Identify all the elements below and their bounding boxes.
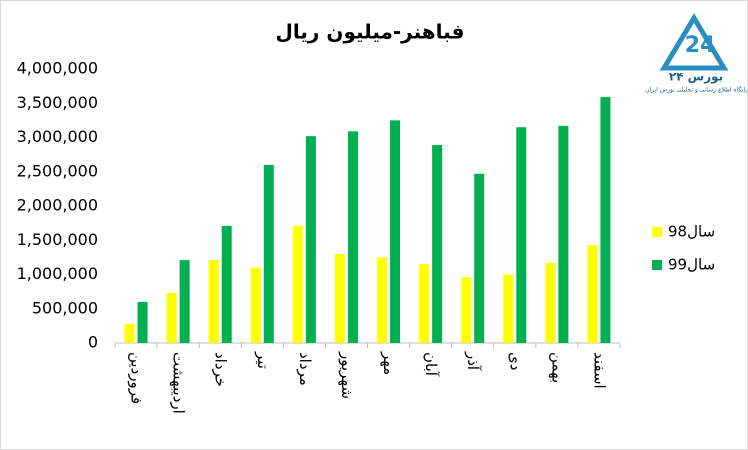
- logo: 24 بورس ۲۴ پایگاه اطلاع رسانی و تحلیلی ب…: [645, 13, 747, 94]
- logo-number: 24: [685, 33, 716, 58]
- y-tick-label: 0: [88, 333, 98, 352]
- legend-label: سال98: [668, 223, 715, 241]
- bar: [600, 97, 611, 344]
- bar: [179, 260, 190, 343]
- y-tick-label: 4,000,000: [17, 59, 98, 78]
- legend-swatch: [652, 227, 662, 237]
- legend-swatch: [652, 260, 662, 270]
- bar: [137, 301, 148, 343]
- x-tick-label: آذر: [464, 351, 482, 371]
- legend-label: سال99: [668, 256, 715, 274]
- bar: [208, 260, 219, 343]
- bar: [377, 257, 388, 343]
- bar: [250, 267, 261, 343]
- x-tick-label: مهر: [380, 351, 398, 375]
- logo-text: بورس ۲۴: [669, 70, 723, 85]
- y-tick-label: 1,000,000: [17, 264, 98, 283]
- bar: [516, 127, 527, 343]
- bar: [503, 274, 514, 343]
- x-tick-label: فروردین: [128, 352, 146, 404]
- x-tick-label: خرداد: [212, 352, 230, 387]
- y-tick-label: 3,000,000: [17, 127, 98, 146]
- bar: [545, 262, 556, 343]
- bar: [305, 136, 316, 343]
- bar: [124, 323, 135, 343]
- x-tick-label: اردیبهشت: [170, 352, 188, 414]
- logo-subtitle: پایگاه اطلاع رسانی و تحلیلی بورس ایران: [645, 86, 747, 94]
- bar: [347, 131, 358, 343]
- bar: [474, 173, 485, 343]
- y-tick-label: 3,500,000: [17, 93, 98, 112]
- y-tick-label: 500,000: [32, 298, 98, 317]
- bar: [432, 145, 443, 343]
- y-tick-label: 1,500,000: [17, 230, 98, 249]
- bar: [558, 125, 569, 343]
- bar: [166, 292, 177, 343]
- bar: [587, 245, 598, 343]
- x-tick-label: مرداد: [296, 352, 314, 386]
- chart-title: فباهنر-میلیون ریال: [276, 20, 465, 44]
- x-tick-label: دی: [506, 352, 524, 370]
- bar: [461, 277, 472, 343]
- bar: [390, 120, 401, 343]
- x-tick-label: شهریور: [338, 351, 356, 399]
- bar: [292, 225, 303, 343]
- bar: [263, 164, 274, 343]
- bar: [334, 253, 345, 343]
- x-tick-label: آبان: [422, 352, 440, 377]
- y-tick-label: 2,000,000: [17, 196, 98, 215]
- x-tick-label: بهمن: [548, 352, 566, 383]
- y-tick-label: 2,500,000: [17, 161, 98, 180]
- x-tick-label: اسفند: [590, 352, 608, 389]
- bar: [419, 264, 430, 343]
- x-tick-label: تیر: [254, 351, 272, 369]
- bar: [221, 225, 232, 343]
- logo-triangle: [659, 13, 729, 71]
